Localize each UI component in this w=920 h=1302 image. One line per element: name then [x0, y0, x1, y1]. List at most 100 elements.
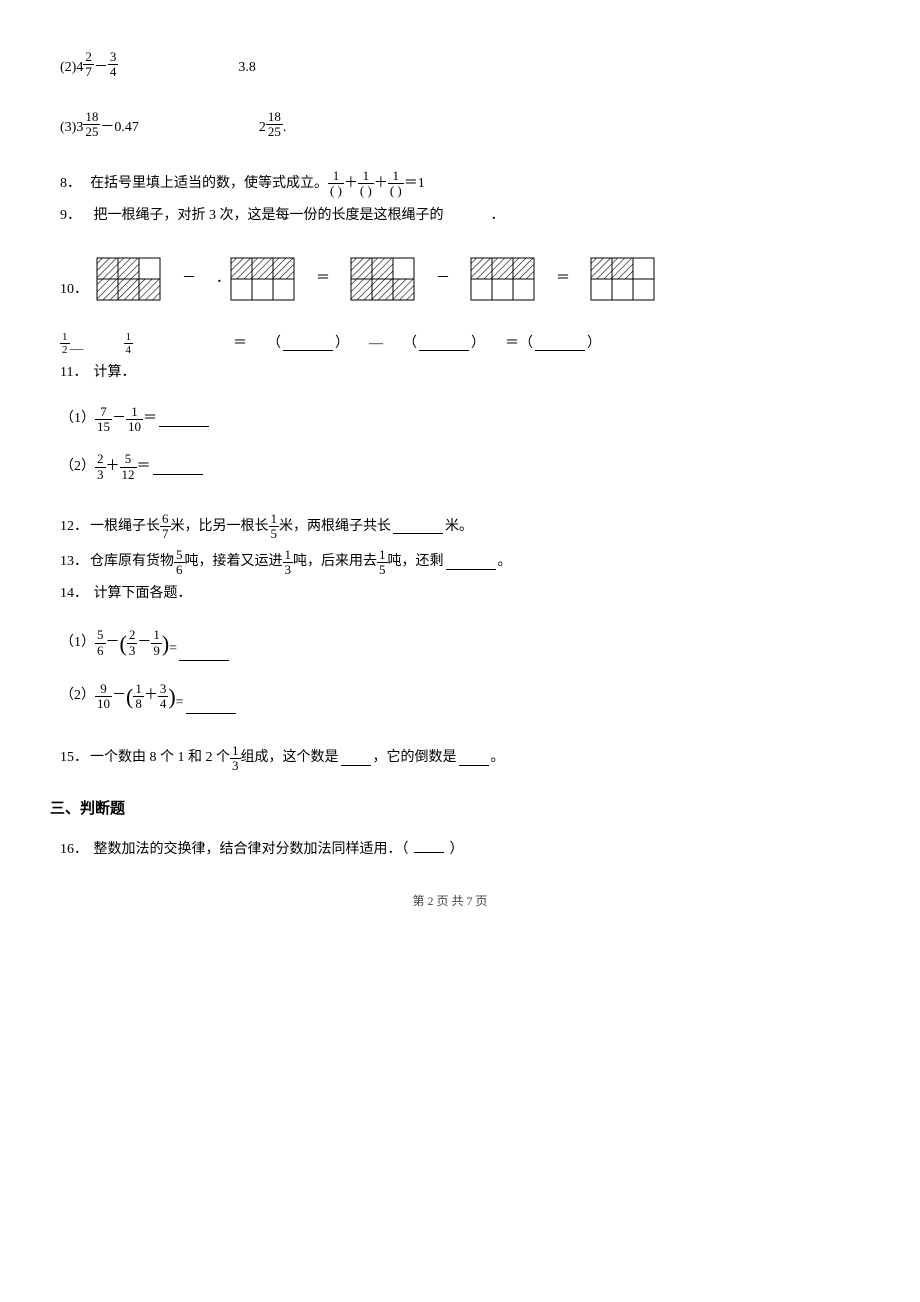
eq-sign: ＝: [316, 268, 330, 290]
blank: [414, 838, 444, 853]
q12-t2: 米，比另一根长: [171, 516, 269, 538]
minus-sign: －: [112, 685, 126, 707]
plus-sign: ＋: [344, 173, 358, 195]
blank: [179, 646, 229, 661]
frac-18-25b: 18 25: [266, 110, 283, 140]
eq-paren: ＝（: [505, 333, 533, 355]
q7p3-tail: －0.47: [100, 117, 139, 139]
q13-t1: 仓库原有货物: [90, 551, 174, 573]
grid-shape-1: [96, 257, 162, 301]
minus-sign: －: [436, 268, 450, 290]
dot: ．: [216, 268, 230, 290]
q14-num: 14．: [60, 583, 90, 605]
q12-t1: 一根绳子长: [90, 516, 160, 538]
q9-text: 把一根绳子，对折 3 次，这是每一份的长度是这根绳子的: [94, 208, 444, 223]
rparen: ）: [335, 333, 349, 355]
q16-tail: ）: [450, 842, 464, 857]
q13-t5: 。: [498, 551, 512, 573]
blank: [341, 751, 371, 766]
q15-t3: ，它的倒数是: [373, 747, 457, 769]
q10: 10． － ． ＝: [60, 257, 840, 301]
q14p1-pre: （1）: [60, 632, 95, 654]
eq-sign: ＝: [556, 268, 570, 290]
frac-3-4b: 3 4: [158, 682, 169, 712]
grid-shape-3: [350, 257, 416, 301]
rparen: ）: [587, 333, 601, 355]
q11-text: 计算．: [94, 365, 136, 380]
q13-t4: 吨，还剩: [388, 551, 444, 573]
q11-num: 11．: [60, 362, 90, 384]
frac-1-9: 1 9: [151, 628, 162, 658]
frac-1-2: 1 2: [60, 331, 70, 356]
q8-text: 在括号里填上适当的数，使等式成立。: [90, 173, 328, 195]
q16: 16． 整数加法的交换律，结合律对分数加法同样适用．（ ）: [60, 838, 840, 861]
q8-f1: 1 ( ): [328, 169, 344, 199]
frac-1-3: 1 3: [283, 548, 294, 578]
frac-1-10: 1 10: [126, 405, 143, 435]
minus-sign: —: [369, 333, 383, 355]
q7p2-prefix: (2)4: [60, 57, 83, 79]
rparen-big: ): [162, 626, 169, 661]
frac-1-5b: 1 5: [377, 548, 388, 578]
q7p2-right: 3.8: [238, 57, 256, 79]
eq-sign: =: [176, 692, 184, 714]
q15-t2: 组成，这个数是: [241, 747, 339, 769]
plus-sign: ＋: [144, 685, 158, 707]
eq-sign: ＝1: [404, 173, 425, 195]
minus-sign: －: [137, 632, 151, 654]
minus-sign: －: [182, 268, 196, 290]
rparen-big: ): [168, 679, 175, 714]
q12-num: 12．: [60, 516, 90, 538]
eq-sign: ＝: [143, 408, 157, 430]
q11p1-pre: （1）: [60, 408, 95, 430]
q8-f3: 1 ( ): [388, 169, 404, 199]
underscore: ＿: [70, 334, 84, 356]
frac-5-6b: 5 6: [95, 628, 106, 658]
q15: 15． 一个数由 8 个 1 和 2 个 1 3 组成，这个数是 ，它的倒数是 …: [60, 744, 840, 774]
blank: [159, 412, 209, 427]
page-footer: 第 2 页 共 7 页: [60, 892, 840, 909]
q14-text: 计算下面各题．: [94, 586, 192, 601]
frac-1-4: 1 4: [124, 331, 134, 356]
q12-t3: 米，两根绳子共长: [279, 516, 391, 538]
q11: 11． 计算． （1） 7 15 － 1 10 ＝ （2） 2 3 ＋: [60, 362, 840, 482]
frac-2-3: 2 3: [95, 452, 106, 482]
q7p3-rightpre: 2: [259, 117, 266, 139]
minus-sign: －: [112, 408, 126, 430]
q7p3-prefix: (3)3: [60, 117, 83, 139]
blank: [393, 519, 443, 534]
frac-1-8: 1 8: [133, 682, 144, 712]
lparen-big: (: [126, 679, 133, 714]
blank: [446, 555, 496, 570]
q7p3-dot: .: [283, 117, 287, 139]
rparen: ）: [471, 333, 485, 355]
grid-shape-5: [590, 257, 656, 301]
blank: [153, 460, 203, 475]
q12: 12． 一根绳子长 6 7 米，比另一根长 1 5 米，两根绳子共长 米。: [60, 512, 840, 542]
frac-9-10: 9 10: [95, 682, 112, 712]
blank: [459, 751, 489, 766]
eq-sign: ＝: [137, 456, 151, 478]
minus-sign: －: [94, 57, 108, 79]
grid-shape-4: [470, 257, 536, 301]
frac-5-6: 5 6: [174, 548, 185, 578]
q13-t3: 吨，后来用去: [293, 551, 377, 573]
q9-num: 9．: [60, 205, 90, 227]
blank: [535, 336, 585, 351]
frac-2-3b: 2 3: [127, 628, 138, 658]
frac-7-15: 7 15: [95, 405, 112, 435]
frac-2-7: 2 7: [83, 50, 94, 80]
q11p2-pre: （2）: [60, 456, 95, 478]
q8-f2: 1 ( ): [358, 169, 374, 199]
q14p2-pre: （2）: [60, 685, 95, 707]
frac-5-12: 5 12: [120, 452, 137, 482]
plus-sign: ＋: [374, 173, 388, 195]
blank: [419, 336, 469, 351]
q16-num: 16．: [60, 839, 90, 861]
eq-sign: ＝: [233, 333, 247, 355]
q13: 13． 仓库原有货物 5 6 吨，接着又运进 1 3 吨，后来用去 1 5 吨，…: [60, 548, 840, 578]
q10-line2: 1 2 ＿ 1 4 ＝ （ ） — （ ） ＝（ ）: [60, 331, 840, 356]
q16-text: 整数加法的交换律，结合律对分数加法同样适用．（: [94, 842, 409, 857]
lparen: （: [403, 333, 417, 355]
frac-18-25a: 18 25: [83, 110, 100, 140]
